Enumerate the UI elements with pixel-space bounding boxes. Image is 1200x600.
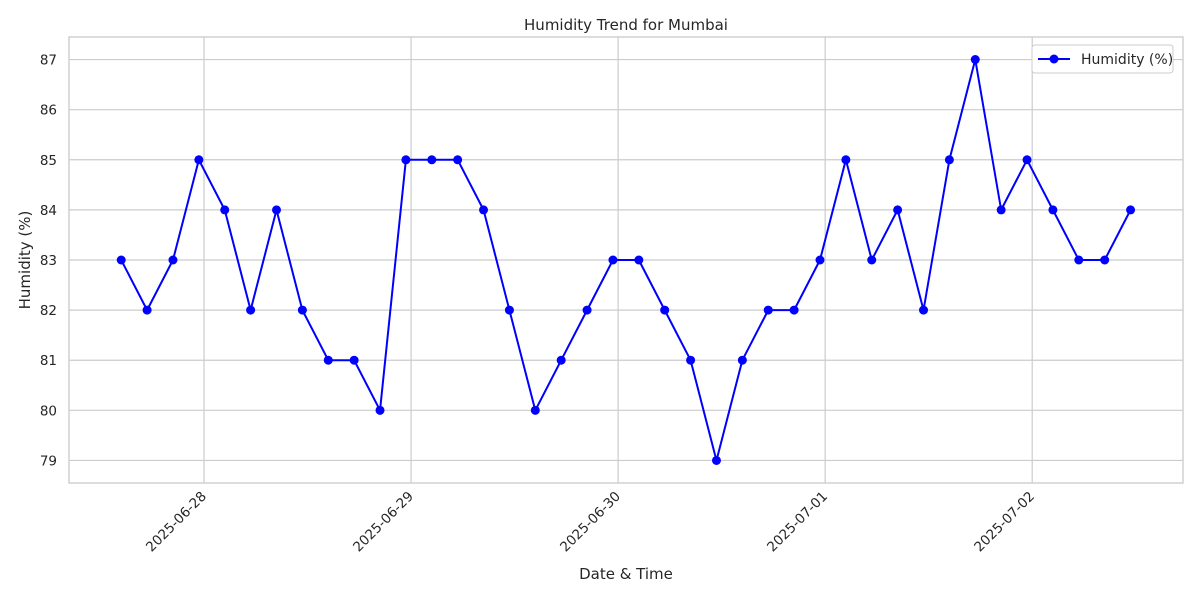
y-axis-ticks: 79 80 81 82 83 84 85 86 87 (40, 53, 57, 470)
grid-lines (69, 37, 1183, 483)
series-line (120, 58, 1132, 462)
chart-title: Humidity Trend for Mumbai (524, 16, 728, 34)
y-tick-label: 81 (40, 353, 57, 369)
data-point (530, 405, 540, 415)
y-axis-label: Humidity (%) (16, 211, 34, 310)
data-point (479, 205, 489, 215)
data-point (582, 305, 592, 315)
legend: Humidity (%) (1031, 44, 1174, 74)
y-tick-label: 82 (40, 303, 57, 319)
data-point (168, 255, 178, 265)
data-point (220, 205, 230, 215)
y-tick-label: 80 (40, 403, 57, 419)
legend-label: Humidity (%) (1081, 52, 1173, 68)
data-point (297, 305, 307, 315)
data-point (401, 155, 411, 165)
data-point (1100, 255, 1110, 265)
data-point (504, 305, 514, 315)
data-point (686, 355, 696, 365)
data-point (789, 305, 799, 315)
data-point (970, 55, 980, 65)
legend-marker-swatch (1049, 54, 1059, 64)
data-point (194, 155, 204, 165)
data-point (375, 405, 385, 415)
x-axis-label: Date & Time (579, 565, 673, 583)
data-point (1022, 155, 1032, 165)
data-point (272, 205, 281, 215)
y-tick-label: 87 (40, 53, 57, 69)
y-tick-label: 86 (40, 103, 57, 119)
data-point (1048, 205, 1058, 215)
data-point (919, 305, 929, 315)
data-point (142, 305, 152, 315)
y-tick-label: 83 (40, 253, 57, 269)
data-point (737, 355, 747, 365)
data-point (944, 155, 954, 165)
plot-frame (68, 36, 1184, 484)
data-point (815, 255, 825, 265)
data-point (246, 305, 256, 315)
data-point (996, 205, 1006, 215)
data-point (711, 455, 721, 465)
y-tick-label: 85 (40, 153, 57, 169)
data-point (841, 155, 851, 165)
data-point (1126, 205, 1136, 215)
data-point (116, 255, 126, 265)
series-layer (116, 55, 1136, 465)
data-point (1074, 255, 1084, 265)
y-tick-label: 79 (40, 453, 57, 469)
legend-box (1031, 44, 1174, 74)
data-point (556, 355, 566, 365)
data-point (427, 155, 437, 165)
data-point (660, 305, 670, 315)
y-tick-label: 84 (40, 203, 57, 219)
data-point (634, 255, 644, 265)
data-point (608, 255, 618, 265)
data-point (867, 255, 877, 265)
data-point (763, 305, 773, 315)
data-point (349, 355, 359, 365)
data-point (453, 155, 463, 165)
data-point (323, 355, 333, 365)
data-point (893, 205, 903, 215)
